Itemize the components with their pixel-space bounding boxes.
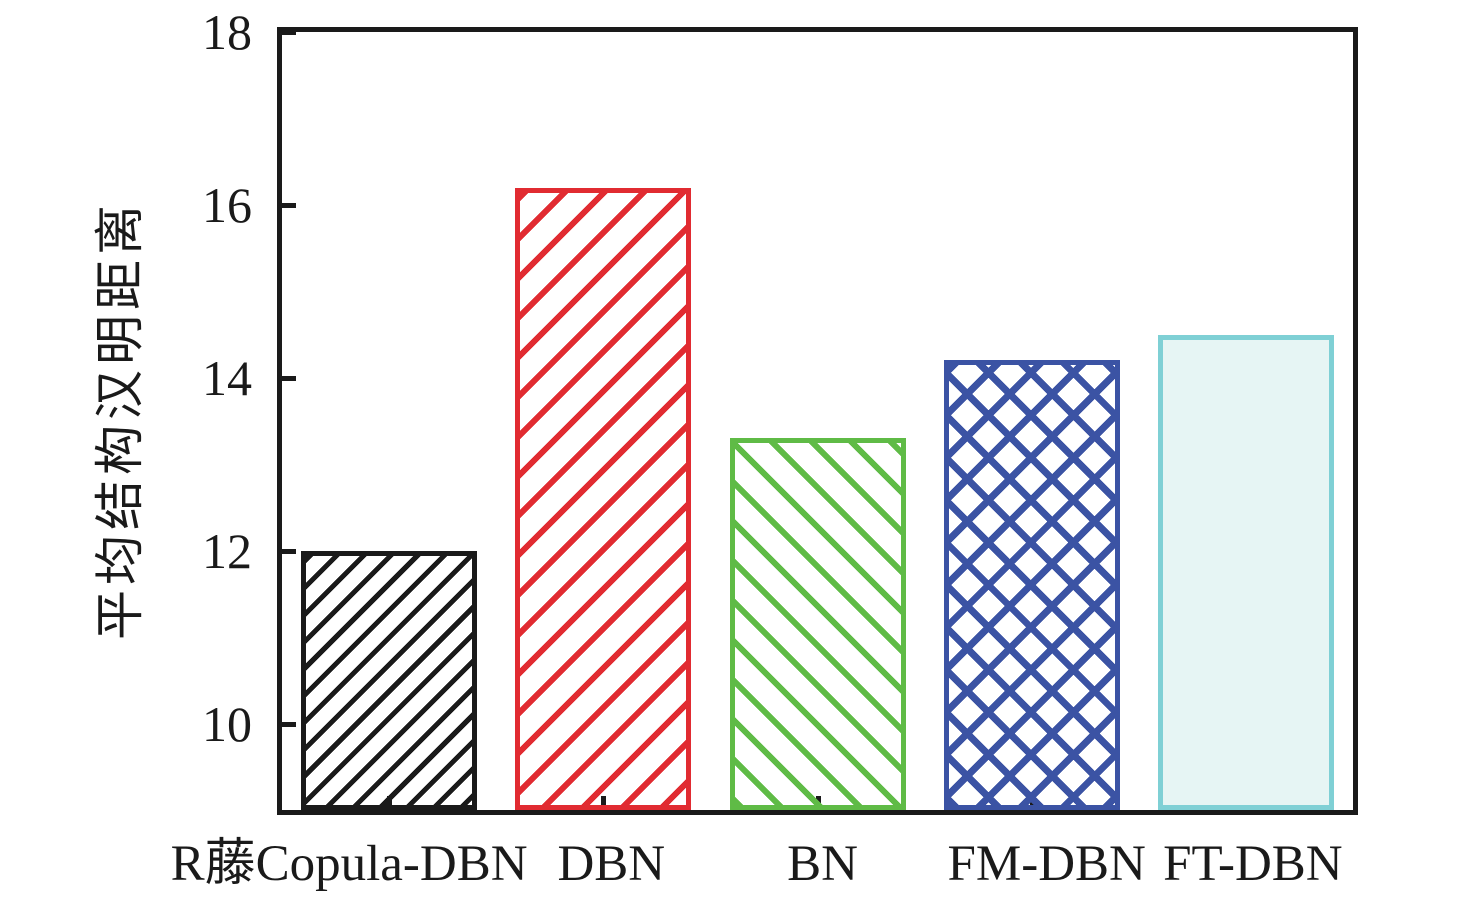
- bar-FT-DBN: [1157, 335, 1334, 810]
- bar-DBN: [515, 188, 692, 810]
- y-tick-mark-16: [282, 202, 296, 208]
- y-tick-mark-12: [282, 548, 296, 554]
- x-tick-label-R藤Copula-DBN: R藤Copula-DBN: [170, 836, 528, 892]
- y-tick-mark-10: [282, 721, 296, 727]
- y-tick-label-12: 12: [202, 522, 252, 579]
- y-tick-label-10: 10: [202, 695, 252, 752]
- y-tick-mark-14: [282, 375, 296, 381]
- y-tick-mark-18: [282, 30, 296, 35]
- y-tick-label-16: 16: [202, 176, 252, 233]
- plot-inner: [282, 30, 1353, 810]
- bar-BN: [729, 438, 906, 810]
- bar-R藤Copula-DBN: [301, 551, 478, 810]
- plot-area: [277, 27, 1358, 815]
- y-tick-label-18: 18: [202, 4, 252, 60]
- x-tick-label-BN: BN: [787, 836, 858, 892]
- x-tick-label-DBN: DBN: [557, 836, 666, 892]
- bar-FM-DBN: [943, 360, 1120, 810]
- x-tick-label-FT-DBN: FT-DBN: [1163, 836, 1343, 892]
- x-tick-label-FM-DBN: FM-DBN: [947, 836, 1146, 892]
- y-tick-label-14: 14: [202, 349, 252, 406]
